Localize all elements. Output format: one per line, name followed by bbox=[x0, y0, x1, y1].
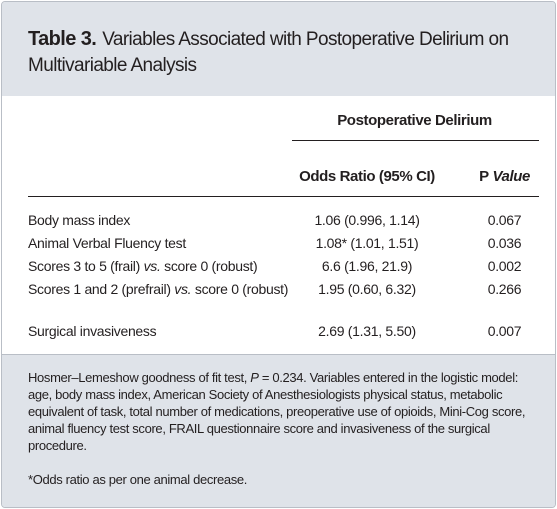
odds-ratio: 1.06 (0.996, 1.14) bbox=[314, 212, 420, 228]
text-part: Value bbox=[488, 168, 530, 185]
row-label: Animal Verbal Fluency test bbox=[28, 235, 290, 252]
text-part: Scores 1 and 2 (prefrail) bbox=[28, 281, 175, 297]
row-label: Surgical invasiveness bbox=[28, 323, 290, 340]
footnotes: Hosmer–Lemeshow goodness of fit test, P … bbox=[2, 354, 555, 507]
group-header: Postoperative Delirium bbox=[337, 112, 492, 129]
p-value: 0.266 bbox=[487, 281, 522, 297]
text-part: *Odds ratio as per one animal decrease. bbox=[28, 472, 248, 487]
text-part: = 0.234. Variables entered in the logist… bbox=[28, 370, 526, 453]
text-part: Body mass index bbox=[28, 212, 131, 228]
text-part: Animal Verbal Fluency test bbox=[28, 235, 186, 251]
group-rule bbox=[292, 140, 539, 141]
odds-ratio: 6.6 (1.96, 21.9) bbox=[321, 258, 413, 274]
footnote: *Odds ratio as per one animal decrease. bbox=[28, 471, 543, 488]
text-part: Surgical invasiveness bbox=[28, 323, 157, 339]
column-header: Odds Ratio (95% CI) bbox=[282, 168, 452, 185]
text-part: vs. bbox=[143, 258, 161, 274]
text-part: Odds Ratio (95% CI) bbox=[299, 168, 435, 185]
header-rule bbox=[28, 196, 539, 197]
text-part: vs. bbox=[174, 281, 192, 297]
row-label: Body mass index bbox=[28, 212, 290, 229]
text-part: P bbox=[479, 168, 489, 185]
text-part: score 0 (robust) bbox=[160, 258, 258, 274]
column-header: P Value bbox=[462, 168, 547, 185]
table-label: Table 3. bbox=[28, 28, 97, 50]
odds-ratio: 1.08* (1.01, 1.51) bbox=[315, 235, 419, 251]
text-part: Hosmer–Lemeshow goodness of fit test, bbox=[28, 370, 251, 385]
p-value: 0.036 bbox=[487, 235, 522, 251]
row-label: Scores 3 to 5 (frail) vs. score 0 (robus… bbox=[28, 258, 290, 275]
footnote: Hosmer–Lemeshow goodness of fit test, P … bbox=[28, 369, 543, 454]
table-body: Postoperative Delirium Odds Ratio (95% C… bbox=[2, 96, 555, 354]
odds-ratio: 2.69 (1.31, 5.50) bbox=[318, 323, 416, 339]
table-header: Table 3. Variables Associated with Postop… bbox=[2, 2, 555, 96]
odds-ratio: 1.95 (0.60, 6.32) bbox=[318, 281, 416, 297]
p-value: 0.007 bbox=[487, 323, 522, 339]
title-text: Variables Associated with Postoperative … bbox=[28, 29, 509, 76]
p-value: 0.067 bbox=[487, 212, 522, 228]
table-title: Table 3. Variables Associated with Postop… bbox=[28, 26, 538, 79]
text-part: score 0 (robust) bbox=[191, 281, 289, 297]
text-part: Scores 3 to 5 (frail) bbox=[28, 258, 144, 274]
p-value: 0.002 bbox=[487, 258, 522, 274]
row-label: Scores 1 and 2 (prefrail) vs. score 0 (r… bbox=[28, 281, 290, 298]
text-part: P bbox=[250, 370, 259, 385]
